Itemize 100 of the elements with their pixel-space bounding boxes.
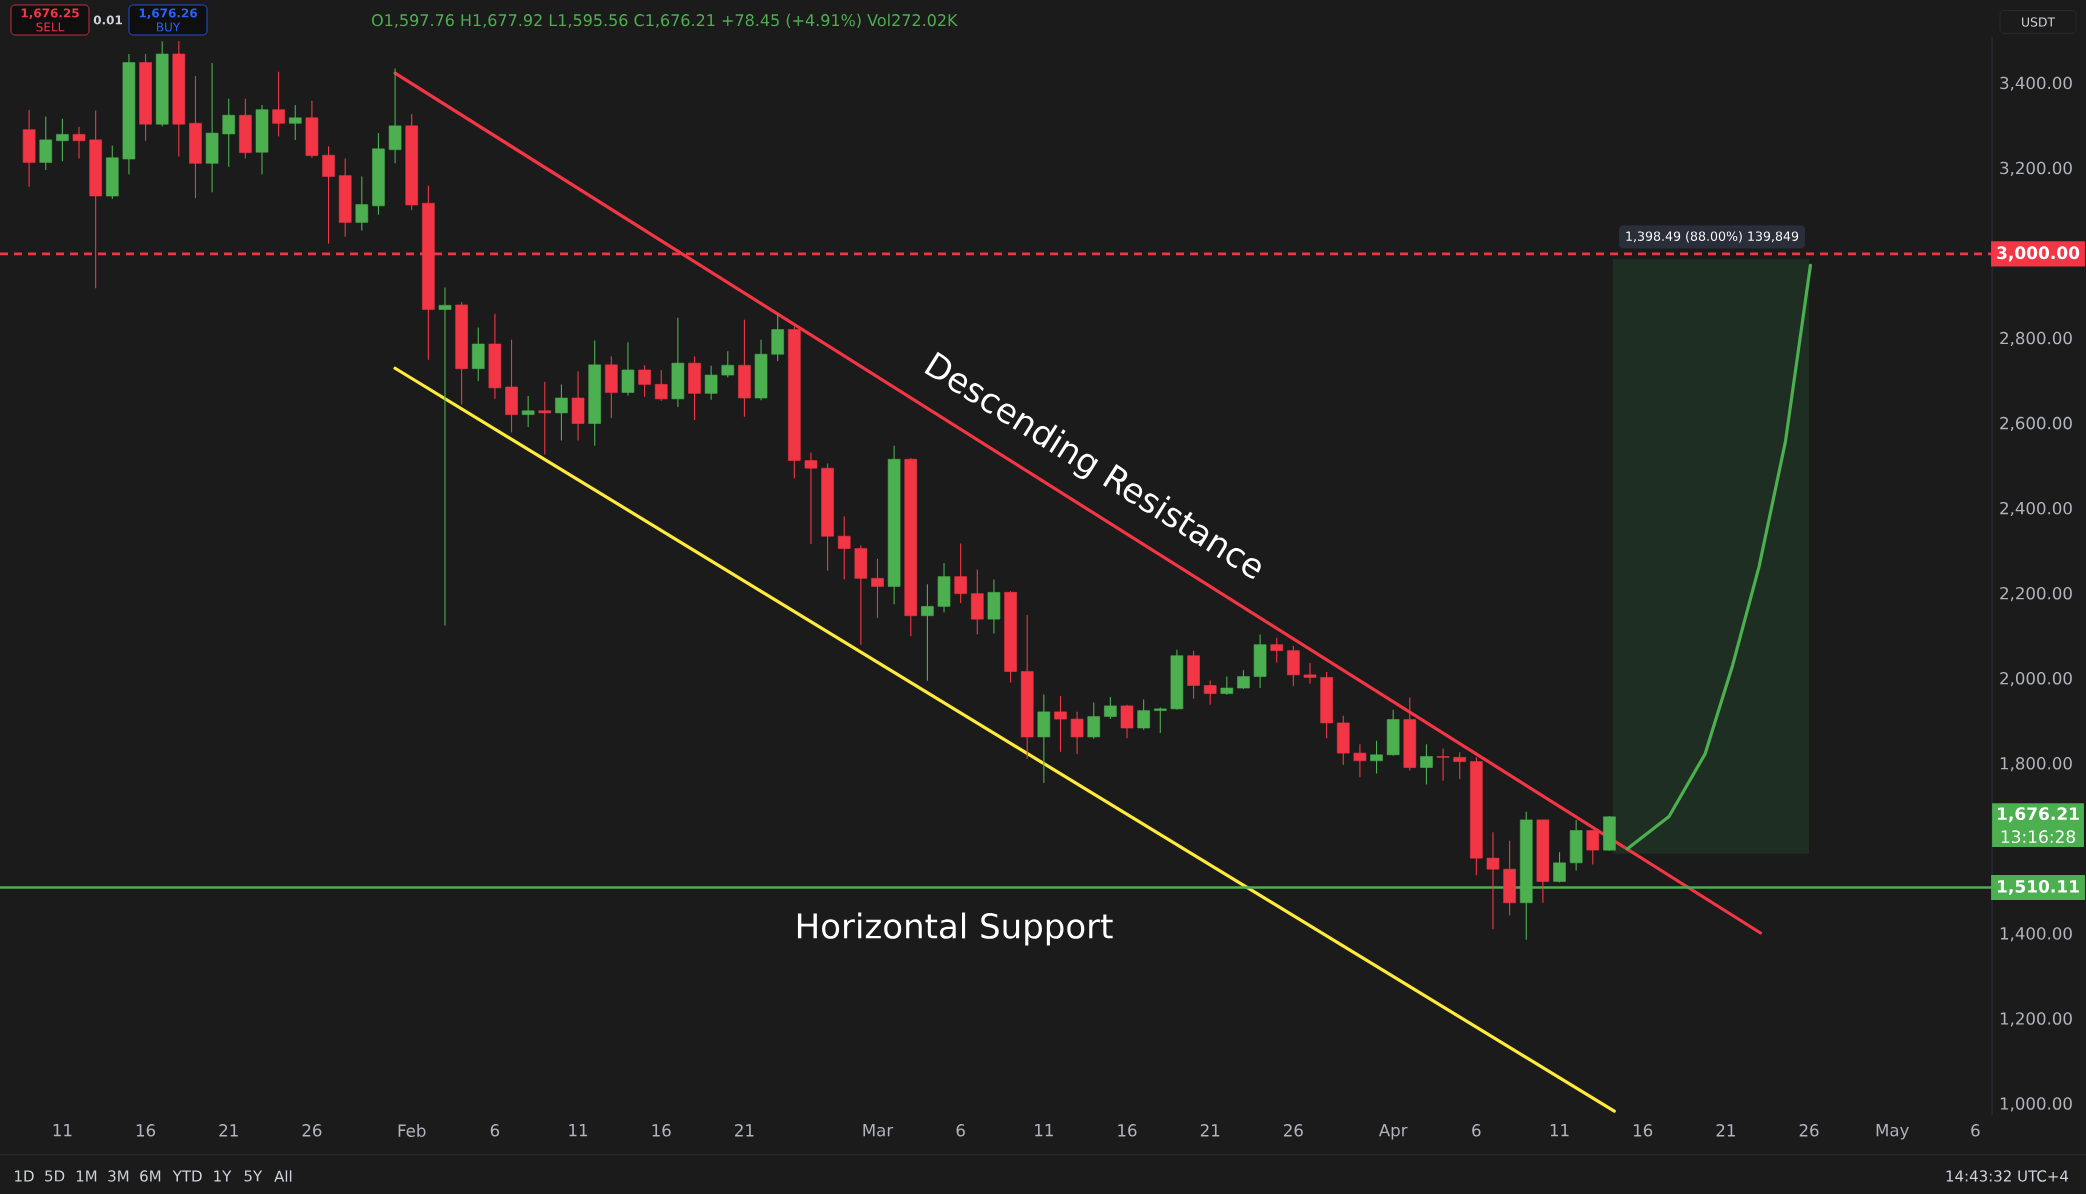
y-tick-label: 2,400.00 [2000,501,2072,517]
candlestick [555,383,568,442]
candlestick [721,350,735,379]
candlestick [1120,704,1134,739]
x-tick-label: 26 [1799,1124,1819,1137]
candlestick [1270,637,1284,664]
x-tick-label: Apr [1378,1124,1408,1140]
candlestick [1153,707,1167,734]
y-tick-label: 2,200.00 [2000,586,2072,602]
text: 0.01 [93,15,122,25]
text: All [274,1170,292,1182]
x-tick-label: 16 [1633,1124,1653,1137]
x-tick-label: 6 [490,1124,500,1137]
text: 3M [108,1170,129,1182]
candlestick [1370,740,1383,775]
x-tick-label: Feb [398,1124,426,1137]
candlestick [921,583,934,682]
candlestick [1353,743,1367,778]
candlestick [1420,743,1433,786]
candlestick [1553,851,1566,883]
annotation: Horizontal Support [797,912,1113,946]
annotation: 1,398.49 (88.00%) 139,849 [1626,231,1799,243]
text: 1M [76,1170,97,1182]
chart-subtitle: O1,597.76 H1,677.92 L1,595.56 C1,676.21 +78.45 (+4.91%) Vol272.02K [371,13,958,29]
candlestick [954,542,967,604]
x-tick-label: 26 [302,1124,322,1137]
candlestick [804,451,818,545]
candlestick [355,175,369,232]
candlestick [837,515,851,581]
text: 1,676.21 [1998,807,2079,823]
ref-line-label: 3,000.00 [1997,246,2080,262]
x-tick-label: 6 [956,1124,965,1137]
y-tick-label: 1,400.00 [2000,927,2072,942]
x-tick-label: Mar [863,1124,894,1137]
x-tick-label: 11 [1550,1124,1569,1137]
x-tick-label: 6 [1472,1124,1481,1137]
y-tick-label: 1,800.00 [2000,757,2072,772]
x-tick-label: 16 [1118,1124,1137,1137]
x-tick-label: 16 [136,1124,156,1137]
candlestick [39,115,53,171]
candlestick [272,71,285,138]
candlestick [1453,751,1466,780]
x-tick-label: 21 [735,1124,754,1137]
candlestick [1203,679,1217,706]
candlestick [1237,669,1250,690]
text: 13:16:28 [2001,830,2076,844]
y-tick-label: 1,000.00 [2000,1097,2072,1112]
text: 5Y [244,1170,263,1182]
x-tick-label: May [1876,1124,1909,1140]
candlestick [1104,696,1117,720]
text: BUY [157,22,181,32]
x-tick-label: 6 [1971,1124,1980,1137]
text: USDT [2022,17,2056,27]
candlestick [1137,698,1150,731]
text: 1D [15,1170,34,1182]
candlestick [621,341,635,397]
candlestick [1054,695,1067,753]
text: 6M [140,1170,161,1182]
x-tick-label: 21 [219,1124,238,1137]
candlestick [638,364,651,398]
candlestick [704,365,718,401]
candlestick [1303,662,1317,685]
x-tick-label: 11 [1035,1124,1053,1137]
candlestick [521,395,535,428]
y-tick-label: 3,200.00 [2000,161,2072,176]
text: SELL [36,22,65,32]
candlestick [72,126,86,160]
candlestick [1586,829,1600,866]
y-tick-label: 1,200.00 [2000,1012,2072,1027]
candlestick [538,381,552,456]
text: YTD [172,1170,202,1182]
text: 1Y [214,1170,232,1182]
x-tick-label: 21 [1716,1124,1735,1137]
y-tick-label: 2,600.00 [2000,416,2072,432]
candlestick [1436,747,1450,782]
x-tick-label: 11 [53,1124,72,1137]
x-tick-label: 26 [1284,1124,1303,1137]
candlestick [1486,831,1500,930]
candlestick [871,558,884,619]
candlestick [438,286,452,627]
candlestick [56,118,69,162]
candlestick [388,67,402,164]
x-tick-label: 16 [652,1124,671,1137]
x-tick-label: 11 [569,1124,588,1137]
text: 1,676.25 [21,8,79,20]
ref-line-label: 1,510.11 [1998,879,2079,895]
candlestick [288,104,302,141]
y-tick-label: 2,000.00 [2000,671,2072,687]
candlestick [222,98,236,168]
x-tick-label: 21 [1200,1124,1220,1137]
candlestick [1070,711,1084,755]
candlestick [322,145,335,245]
text: 14:43:32 UTC+4 [1946,1170,2069,1182]
text: 1,676.26 [139,8,197,20]
text: 5D [45,1170,65,1182]
candlestick [654,369,668,402]
y-tick-label: 3,400.00 [2000,76,2072,91]
candlestick [1087,701,1101,740]
y-tick-label: 2,800.00 [2000,331,2072,347]
candlestick [1220,676,1234,696]
